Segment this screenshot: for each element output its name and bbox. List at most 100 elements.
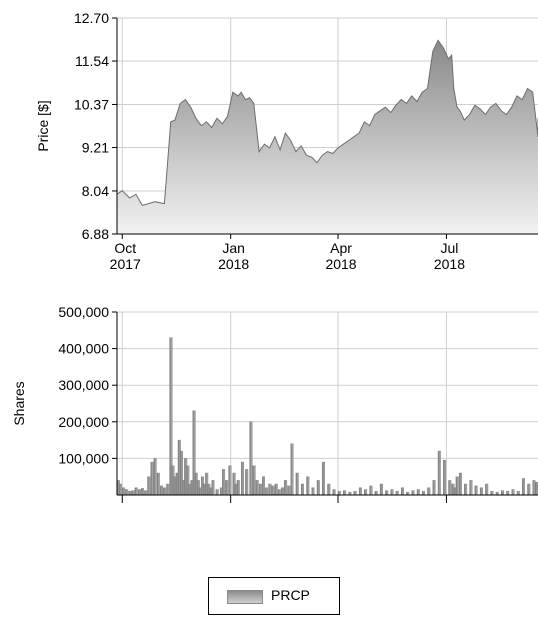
volume-bar — [458, 472, 462, 496]
price-xtick-month: Apr — [330, 240, 352, 256]
volume-ytick-label: 100,000 — [58, 450, 109, 466]
volume-bar — [337, 491, 341, 496]
volume-bar — [131, 490, 135, 496]
volume-bar — [301, 483, 305, 496]
volume-bar — [411, 490, 415, 496]
price-xtick-year: 2018 — [434, 256, 465, 272]
volume-bar — [385, 490, 389, 496]
price-xtick-month: Jan — [222, 240, 245, 256]
volume-bar — [379, 483, 383, 496]
volume-bar — [427, 487, 431, 496]
volume-bar — [422, 491, 426, 496]
price-axis-label: Price [$] — [35, 100, 51, 151]
volume-bar — [437, 450, 441, 496]
price-chart: 12.7011.5410.379.218.046.88Oct2017Jan201… — [35, 10, 538, 272]
volume-bar — [281, 487, 285, 496]
volume-bar — [443, 460, 447, 496]
price-ytick-label: 6.88 — [82, 226, 109, 242]
volume-bar — [390, 489, 394, 496]
volume-ytick-label: 300,000 — [58, 377, 109, 393]
volume-bar — [258, 483, 262, 496]
volume-bar — [485, 483, 489, 496]
volume-bar — [255, 480, 259, 496]
volume-bar — [474, 485, 478, 496]
volume-bar — [122, 487, 126, 496]
volume-bar — [369, 485, 373, 496]
volume-bar — [469, 480, 473, 496]
volume-bar — [249, 421, 253, 496]
volume-bar — [527, 483, 531, 496]
volume-bar — [222, 469, 226, 496]
volume-bar — [166, 483, 170, 496]
price-xtick-month: Jul — [440, 240, 458, 256]
volume-bar — [343, 490, 347, 496]
volume-bar — [416, 489, 420, 496]
volume-bar — [156, 472, 160, 496]
price-ytick-label: 12.70 — [74, 10, 109, 26]
volume-bar — [159, 485, 163, 496]
volume-bar — [322, 461, 326, 496]
volume-bar — [464, 483, 468, 496]
volume-bar — [455, 476, 459, 496]
volume-bar — [144, 490, 148, 496]
price-xtick-year: 2017 — [110, 256, 141, 272]
volume-bar — [311, 487, 315, 496]
volume-bar — [327, 483, 331, 496]
volume-bar — [265, 487, 269, 496]
volume-bar — [316, 480, 320, 496]
price-xtick-year: 2018 — [325, 256, 356, 272]
volume-bar — [306, 476, 310, 496]
volume-bar — [236, 480, 240, 496]
volume-bar — [137, 489, 141, 496]
legend: PRCP — [208, 577, 340, 615]
volume-bar — [332, 489, 336, 496]
volume-bar — [274, 483, 278, 496]
legend-label: PRCP — [271, 587, 310, 603]
volume-bar — [353, 491, 357, 496]
price-ytick-label: 10.37 — [74, 96, 109, 112]
volume-bar — [271, 485, 275, 496]
volume-bar — [401, 487, 405, 496]
volume-bar — [395, 491, 399, 496]
volume-bar — [147, 476, 151, 496]
volume-bar — [511, 489, 515, 496]
legend-swatch — [227, 590, 263, 604]
volume-bar — [240, 461, 244, 496]
volume-bar — [228, 465, 232, 496]
volume-bar — [448, 480, 452, 496]
volume-bar — [163, 487, 167, 496]
volume-bar — [284, 480, 288, 496]
volume-bar — [153, 458, 157, 496]
volume-bar — [128, 491, 132, 496]
volume-bar — [295, 472, 299, 496]
volume-bar — [522, 478, 526, 496]
price-xtick-year: 2018 — [218, 256, 249, 272]
price-ytick-label: 11.54 — [75, 53, 109, 69]
volume-bar — [252, 465, 256, 496]
volume-bar — [277, 489, 281, 496]
volume-bar — [506, 491, 510, 496]
volume-bar — [118, 483, 122, 496]
volume-bar — [150, 461, 154, 496]
price-line — [116, 39, 538, 206]
volume-bar — [364, 489, 368, 496]
volume-bar — [501, 490, 505, 496]
volume-bar — [268, 483, 272, 496]
price-ytick-label: 9.21 — [82, 140, 109, 156]
volume-bar — [490, 491, 494, 496]
volume-bar — [211, 480, 215, 496]
price-ytick-label: 8.04 — [82, 183, 109, 199]
price-xtick-month: Oct — [114, 240, 136, 256]
volume-axis-label: Shares — [11, 381, 27, 425]
volume-bar — [140, 488, 144, 496]
volume-bar — [516, 491, 520, 496]
volume-bar — [262, 476, 266, 496]
volume-bar — [532, 480, 536, 496]
volume-bar — [225, 480, 229, 496]
volume-ytick-label: 200,000 — [58, 414, 109, 430]
volume-bar — [215, 489, 219, 496]
volume-bar — [374, 491, 378, 496]
volume-ytick-label: 400,000 — [58, 341, 109, 357]
volume-bar — [245, 469, 249, 496]
